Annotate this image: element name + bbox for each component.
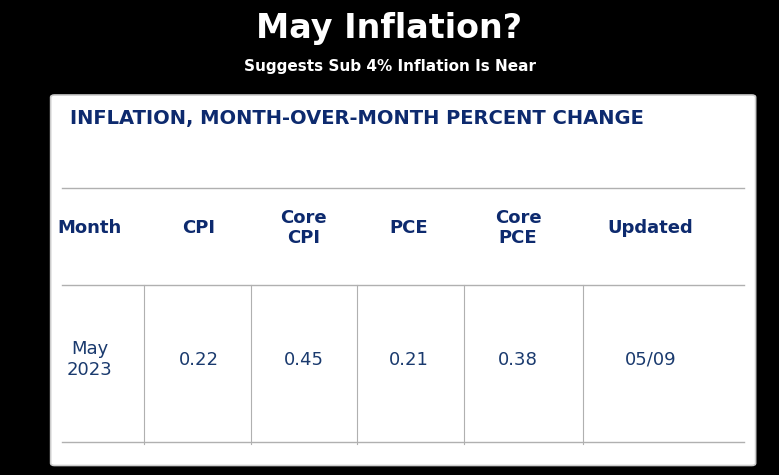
Text: 0.38: 0.38 (498, 351, 538, 369)
Text: May Inflation?: May Inflation? (256, 12, 523, 45)
Text: 0.22: 0.22 (178, 351, 219, 369)
Text: 0.45: 0.45 (284, 351, 324, 369)
Text: Suggests Sub 4% Inflation Is Near: Suggests Sub 4% Inflation Is Near (244, 59, 535, 75)
Text: Updated: Updated (608, 219, 693, 237)
Text: 0.21: 0.21 (389, 351, 429, 369)
Text: 05/09: 05/09 (625, 351, 676, 369)
Text: May
2023: May 2023 (67, 341, 112, 379)
Text: Month: Month (58, 219, 122, 237)
Text: INFLATION, MONTH-OVER-MONTH PERCENT CHANGE: INFLATION, MONTH-OVER-MONTH PERCENT CHAN… (70, 109, 644, 128)
Text: CPI: CPI (182, 219, 215, 237)
Text: Core
PCE: Core PCE (495, 209, 541, 247)
FancyBboxPatch shape (51, 95, 756, 466)
Text: PCE: PCE (390, 219, 428, 237)
Text: Core
CPI: Core CPI (280, 209, 327, 247)
